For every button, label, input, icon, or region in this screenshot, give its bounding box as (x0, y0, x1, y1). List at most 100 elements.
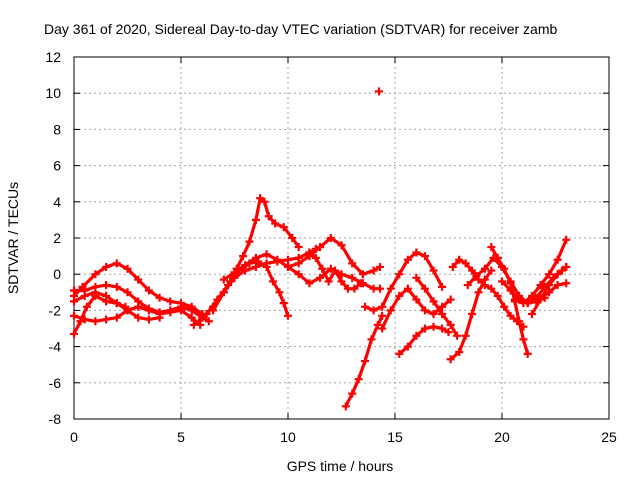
data-point (553, 281, 562, 290)
data-point (515, 317, 524, 326)
series-arc-17 (446, 266, 496, 364)
x-tick-label: 20 (494, 429, 510, 445)
data-point (348, 259, 357, 268)
data-point (361, 302, 370, 311)
data-point (536, 281, 545, 290)
data-point (412, 295, 421, 304)
data-point (341, 402, 350, 411)
data-point (144, 315, 153, 324)
data-point (448, 262, 457, 271)
data-point (326, 264, 335, 273)
data-point (420, 306, 429, 315)
data-point (294, 243, 303, 252)
data-point (239, 252, 248, 261)
data-point (204, 317, 213, 326)
data-point (271, 219, 280, 228)
data-point (420, 252, 429, 261)
data-point (305, 248, 314, 257)
data-point (144, 286, 153, 295)
data-point (367, 335, 376, 344)
data-point (70, 297, 78, 306)
data-point (487, 266, 496, 275)
data-point (326, 234, 335, 242)
data-point (219, 275, 228, 284)
data-point (480, 281, 489, 290)
data-point (500, 302, 509, 311)
data-point (403, 342, 412, 351)
data-point (493, 253, 502, 262)
series-group (70, 87, 571, 411)
data-point (251, 215, 260, 224)
data-point (262, 250, 271, 259)
data-point (166, 297, 175, 306)
data-point (386, 306, 395, 315)
series-outlier (374, 87, 383, 96)
data-point (245, 237, 254, 246)
data-point (123, 306, 132, 315)
y-tick-label: 0 (53, 266, 61, 282)
data-point (562, 235, 571, 244)
data-point (506, 311, 515, 320)
y-tick-label: 2 (53, 230, 61, 246)
series-arc-24 (536, 279, 571, 302)
y-axis-label: SDTVAR / TECUs (5, 182, 21, 294)
data-point (288, 234, 297, 242)
data-point (493, 291, 502, 300)
data-point (395, 270, 404, 279)
data-point (112, 313, 121, 322)
data-point (358, 270, 367, 279)
data-point (446, 355, 455, 364)
data-point (506, 286, 515, 295)
data-point (545, 281, 554, 290)
data-point (189, 320, 198, 329)
data-point (461, 331, 470, 340)
x-tick-label: 10 (280, 429, 296, 445)
data-point (102, 281, 111, 290)
series-arc-5 (70, 288, 164, 324)
data-point (294, 259, 303, 268)
data-point (369, 266, 378, 275)
data-point (420, 324, 429, 333)
data-point (527, 291, 536, 300)
data-point (438, 324, 447, 333)
data-point (241, 261, 250, 270)
data-point (395, 349, 404, 358)
data-point (455, 348, 464, 357)
data-point (279, 223, 288, 232)
data-point (562, 262, 571, 271)
data-point (284, 255, 292, 264)
data-point (284, 262, 292, 271)
data-point (374, 87, 383, 96)
data-point (187, 306, 196, 315)
data-point (70, 311, 78, 320)
data-point (123, 288, 132, 297)
data-point (429, 322, 438, 331)
data-point (202, 310, 211, 319)
x-tick-label: 15 (387, 429, 403, 445)
data-point (461, 259, 470, 268)
data-point (438, 302, 447, 311)
data-point (155, 293, 164, 302)
data-point (378, 311, 387, 320)
data-point (562, 279, 571, 288)
data-point (420, 284, 429, 293)
y-tick-labels: -8 -6 -4 -2 0 2 4 6 8 10 12 (45, 49, 61, 427)
data-point (76, 317, 85, 326)
data-point (316, 243, 325, 252)
data-point (284, 311, 292, 320)
x-tick-label: 5 (177, 429, 185, 445)
data-point (468, 310, 477, 319)
data-point (102, 262, 111, 271)
data-point (264, 212, 273, 221)
data-point (134, 302, 143, 311)
data-point (337, 241, 346, 250)
data-point (356, 279, 365, 288)
data-point (429, 266, 438, 275)
y-tick-label: -2 (49, 302, 62, 318)
series-arc-10 (284, 262, 385, 293)
data-point (438, 310, 447, 319)
data-point (91, 270, 100, 279)
data-point (318, 264, 327, 273)
series-line (222, 236, 382, 282)
